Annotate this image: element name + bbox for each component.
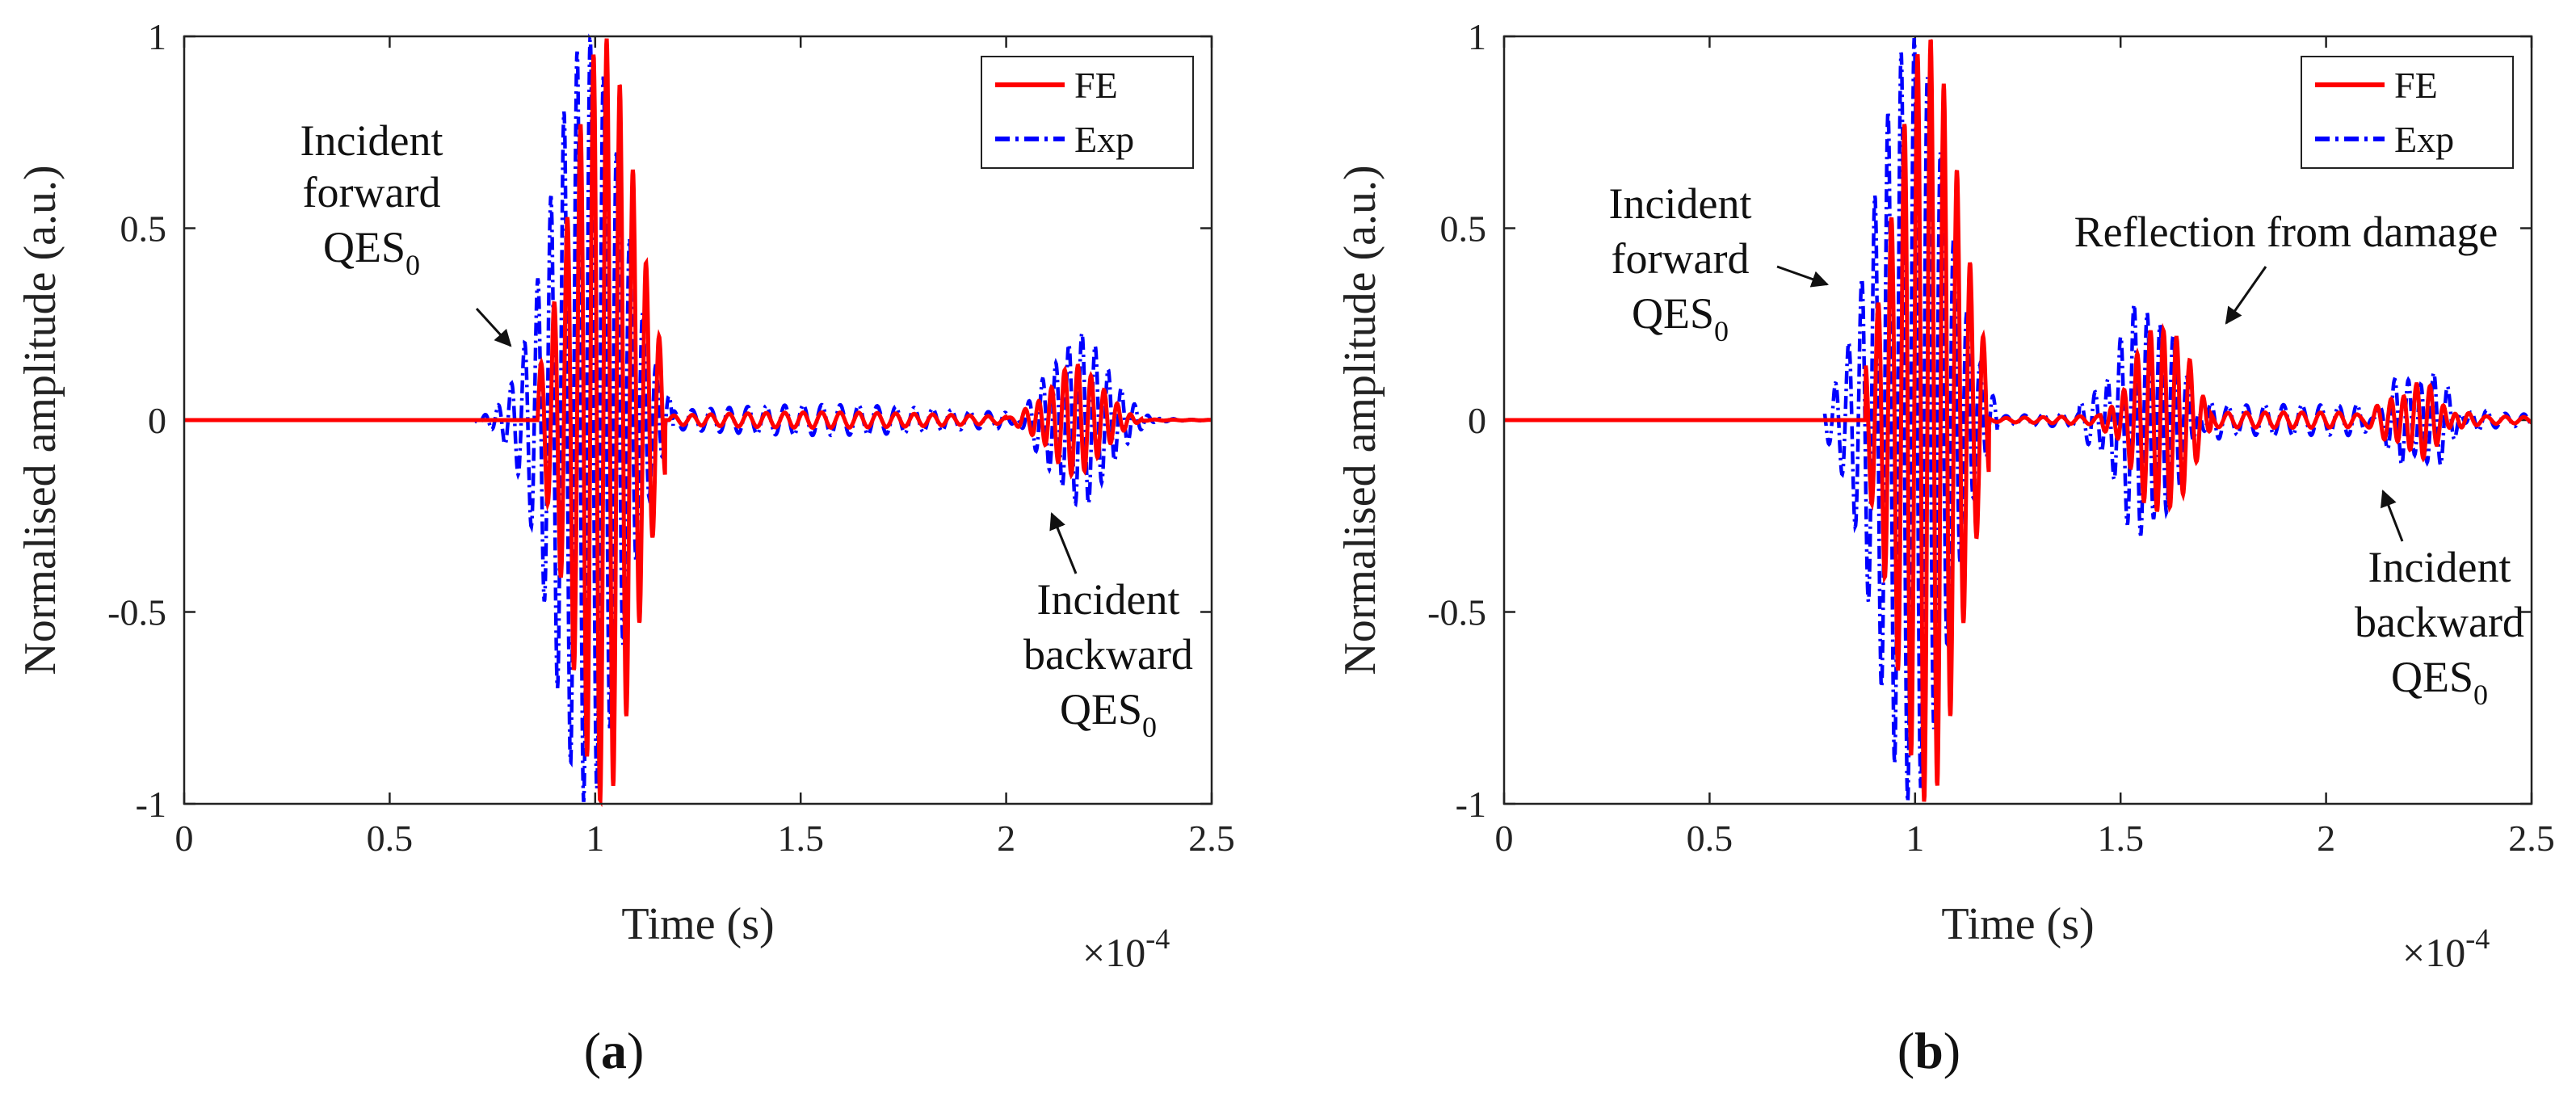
x-multiplier-a: ×10-4 [1082, 923, 1170, 975]
arrow-incident-forward-a [475, 307, 512, 347]
legend-box-b [2301, 56, 2514, 169]
panel-label-b: (b) [1897, 1022, 1960, 1079]
y-tick-label: 1 [1468, 16, 1486, 57]
annotation-line-1: Reflection from damage [2074, 208, 2498, 256]
legend-box-a [981, 56, 1194, 169]
x-tick-label: 1.5 [2097, 818, 2144, 859]
annotation-incident-forward-b: Incident forward QES0 [1609, 179, 1829, 347]
annotation-line-2: forward [303, 168, 441, 217]
arrow-reflection-b [2225, 266, 2267, 325]
x-tick-label: 0 [1495, 818, 1514, 859]
arrow-incident-backward-b [2381, 490, 2404, 542]
legend-fe-label-a: FE [1074, 65, 1118, 106]
series-layer-b [1504, 37, 2533, 802]
series-fe-line-a [184, 38, 1212, 808]
x-axis-label-a: Time (s) [621, 899, 774, 949]
legend-a: FE Exp [981, 56, 1194, 169]
annotation-line-2: forward [1612, 234, 1750, 283]
series-layer-a [184, 33, 1212, 808]
x-tick-label: 0 [175, 818, 194, 859]
y-axis-label-a: Normalised amplitude (a.u.) [15, 165, 65, 675]
chart-a: -1 -0.5 0 0.5 1 0 0.5 1 1.5 2 2.5 Time (s) Normal… [15, 16, 1235, 1079]
axes-box-a [183, 35, 1213, 805]
y-tick-label: 1 [148, 16, 166, 57]
axes-box-b [1502, 35, 2533, 805]
x-tick-labels-a: 0 0.5 1 1.5 2 2.5 [175, 818, 1235, 859]
x-tick-label: 0.5 [367, 818, 414, 859]
y-tick-label: 0.5 [1440, 208, 1487, 250]
x-axis-label-b: Time (s) [1941, 899, 2094, 949]
annotation-line-3: QES0 [323, 223, 420, 281]
x-tick-label: 1 [586, 818, 604, 859]
annotation-line-3: QES0 [1060, 685, 1157, 743]
annotation-line-1: Incident [1037, 575, 1180, 624]
x-multiplier-b: ×10-4 [2402, 923, 2490, 975]
annotation-line-3: QES0 [2391, 653, 2488, 711]
y-tick-label: -0.5 [107, 592, 166, 633]
y-tick-label: -1 [1456, 784, 1486, 825]
annotation-incident-backward-a: Incident backward QES0 [1023, 512, 1193, 743]
x-tick-label: 1 [1906, 818, 1924, 859]
panel-label-a: (a) [584, 1022, 645, 1079]
legend-b: FE Exp [2301, 56, 2514, 169]
y-tick-label: 0 [1468, 400, 1486, 441]
annotation-line-1: Incident [2368, 543, 2511, 591]
series-fe-line-b [1504, 39, 2532, 802]
y-tick-label: 0.5 [120, 208, 167, 250]
x-tick-labels-b: 0 0.5 1 1.5 2 2.5 [1495, 818, 2555, 859]
annotation-line-1: Incident [300, 116, 443, 165]
annotation-incident-forward-a: Incident forward QES0 [300, 116, 512, 347]
y-tick-label: 0 [148, 400, 166, 441]
arrow-incident-forward-b [1776, 265, 1829, 288]
x-tick-label: 2.5 [1188, 818, 1235, 859]
y-axis-label-b: Normalised amplitude (a.u.) [1335, 165, 1385, 675]
legend-fe-label-b: FE [2394, 65, 2438, 106]
legend-exp-label-a: Exp [1074, 119, 1134, 160]
y-tick-label: -0.5 [1427, 592, 1486, 633]
y-tick-label: -1 [136, 784, 166, 825]
arrow-incident-backward-a [1049, 512, 1078, 574]
annotation-reflection-b: Reflection from damage [2074, 208, 2498, 325]
x-tick-label: 2 [997, 818, 1015, 859]
x-tick-label: 2 [2317, 818, 2335, 859]
y-tick-labels-b: -1 -0.5 0 0.5 1 [1427, 16, 1486, 825]
x-tick-label: 1.5 [777, 818, 824, 859]
annotation-line-1: Incident [1609, 179, 1752, 228]
annotation-line-3: QES0 [1632, 289, 1729, 347]
chart-b: -1 -0.5 0 0.5 1 0 0.5 1 1.5 2 2.5 Time (s) Normal… [1335, 16, 2555, 1079]
annotation-incident-backward-b: Incident backward QES0 [2355, 490, 2524, 711]
x-tick-label: 0.5 [1687, 818, 1733, 859]
annotation-line-2: backward [1023, 630, 1193, 679]
y-tick-labels-a: -1 -0.5 0 0.5 1 [107, 16, 166, 825]
annotation-line-2: backward [2355, 598, 2524, 646]
legend-exp-label-b: Exp [2394, 119, 2454, 160]
x-tick-label: 2.5 [2508, 818, 2555, 859]
